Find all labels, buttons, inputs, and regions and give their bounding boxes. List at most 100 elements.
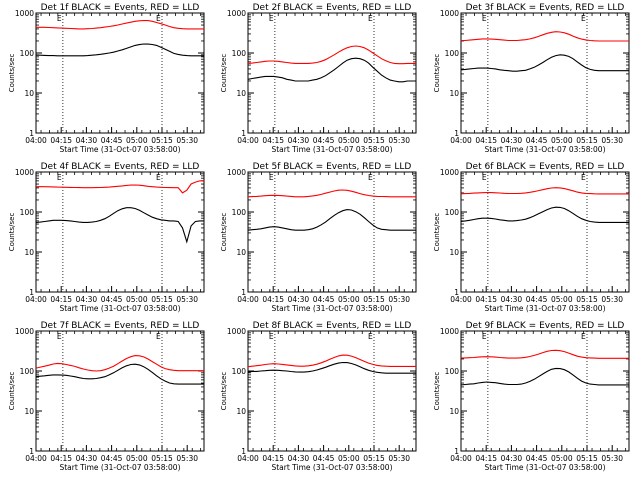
chart-panel-1: Det 1f BLACK = Events, RED = LLD 1 10 100 10… [8,3,205,154]
chart-panel-8: Det 8f BLACK = Events, RED = LLD 1 10 100 10… [220,321,417,472]
plot-frame [247,12,417,134]
series-line-events [35,207,204,244]
x-tick-label: 05:15 [363,454,385,463]
x-tick-label: 05:00 [338,136,360,145]
series-line-lld [460,187,629,195]
x-axis-label: Start Time (31-Oct-07 03:58:00) [484,304,605,313]
series-line-lld [460,349,629,359]
event-marker-label: E [57,332,62,341]
chart-title: Det 8f BLACK = Events, RED = LLD [253,321,412,331]
x-tick-label: 04:45 [101,295,123,304]
x-tick-label: 05:30 [388,295,410,304]
x-tick-label: 04:45 [101,454,123,463]
event-marker-label: E [269,14,274,23]
chart-title: Det 3f BLACK = Events, RED = LLD [466,3,625,13]
x-axis-label: Start Time (31-Oct-07 03:58:00) [271,304,392,313]
x-tick-label: 04:00 [450,136,472,145]
x-tick-label: 05:15 [576,136,598,145]
x-axis-label: Start Time (31-Oct-07 03:58:00) [484,145,605,154]
x-tick-label: 05:30 [176,295,198,304]
x-axis-label: Start Time (31-Oct-07 03:58:00) [484,463,605,472]
y-tick-label: 1 [454,129,459,138]
y-tick-label: 10 [449,248,459,257]
x-tick-label: 04:45 [526,136,548,145]
chart-title: Det 6f BLACK = Events, RED = LLD [466,162,625,172]
x-tick-label: 04:15 [262,136,284,145]
x-tick-label: 04:45 [526,454,548,463]
y-tick-label: 100 [20,367,35,376]
chart-panel-4: Det 4f BLACK = Events, RED = LLD 1 10 100 10… [8,162,205,313]
y-tick-label: 10 [24,248,34,257]
series-line-events [247,361,416,374]
x-tick-label: 04:00 [25,295,47,304]
y-tick-label: 1 [241,447,246,456]
y-tick-label: 100 [445,208,460,217]
y-tick-label: 1000 [227,327,246,336]
x-tick-label: 05:00 [338,295,360,304]
x-tick-label: 04:15 [475,295,497,304]
event-marker-label: E [581,332,586,341]
series-line-events [35,363,204,385]
plot-frame [247,171,417,293]
event-marker-label: E [156,332,161,341]
x-tick-label: 04:30 [76,295,98,304]
x-tick-label: 05:30 [601,454,623,463]
plot-frame [460,12,630,134]
x-axis-label: Start Time (31-Oct-07 03:58:00) [59,463,180,472]
plot-frame [460,171,630,293]
x-tick-label: 04:00 [25,454,47,463]
x-tick-label: 05:00 [126,454,148,463]
x-tick-label: 04:30 [288,295,310,304]
x-tick-label: 04:00 [450,295,472,304]
y-tick-label: 100 [445,367,460,376]
event-marker-label: E [269,332,274,341]
plot-frame [35,12,205,134]
chart-panel-7: Det 7f BLACK = Events, RED = LLD 1 10 100 10… [8,321,205,472]
y-tick-label: 1000 [227,9,246,18]
y-axis-label: Counts/sec [433,54,441,93]
x-tick-label: 05:30 [388,136,410,145]
y-tick-label: 100 [20,49,35,58]
x-tick-label: 04:45 [313,136,335,145]
x-tick-label: 05:15 [576,295,598,304]
plot-frame [460,330,630,452]
x-tick-label: 05:30 [176,454,198,463]
x-tick-label: 04:00 [237,295,259,304]
plot-frame [35,171,205,293]
chart-title: Det 1f BLACK = Events, RED = LLD [41,3,200,13]
x-tick-label: 04:15 [475,454,497,463]
y-tick-label: 1000 [440,168,459,177]
x-tick-label: 04:15 [50,295,72,304]
event-marker-label: E [156,173,161,182]
x-tick-label: 04:15 [50,454,72,463]
y-tick-label: 100 [232,208,247,217]
y-axis-label: Counts/sec [433,213,441,252]
y-tick-label: 10 [236,89,246,98]
x-tick-label: 05:30 [601,295,623,304]
y-tick-label: 100 [232,49,247,58]
x-tick-label: 04:30 [501,454,523,463]
series-line-lld [36,180,205,194]
y-axis-label: Counts/sec [220,372,228,411]
y-tick-label: 10 [449,89,459,98]
x-tick-label: 05:15 [363,136,385,145]
y-tick-label: 100 [20,208,35,217]
y-tick-label: 1 [454,447,459,456]
plot-frame [35,330,205,452]
series-line-lld [35,355,204,372]
y-tick-label: 10 [236,407,246,416]
series-line-lld [247,354,416,368]
x-tick-label: 05:00 [551,295,573,304]
event-marker-label: E [581,14,586,23]
x-tick-label: 04:00 [237,136,259,145]
chart-title: Det 7f BLACK = Events, RED = LLD [41,321,200,331]
x-axis-label: Start Time (31-Oct-07 03:58:00) [59,145,180,154]
x-tick-label: 05:15 [363,295,385,304]
y-tick-label: 1 [241,129,246,138]
y-tick-label: 10 [24,89,34,98]
event-marker-label: E [57,173,62,182]
x-tick-label: 04:30 [76,136,98,145]
x-tick-label: 04:30 [76,454,98,463]
plot-frame [247,330,417,452]
x-tick-label: 05:00 [126,295,148,304]
